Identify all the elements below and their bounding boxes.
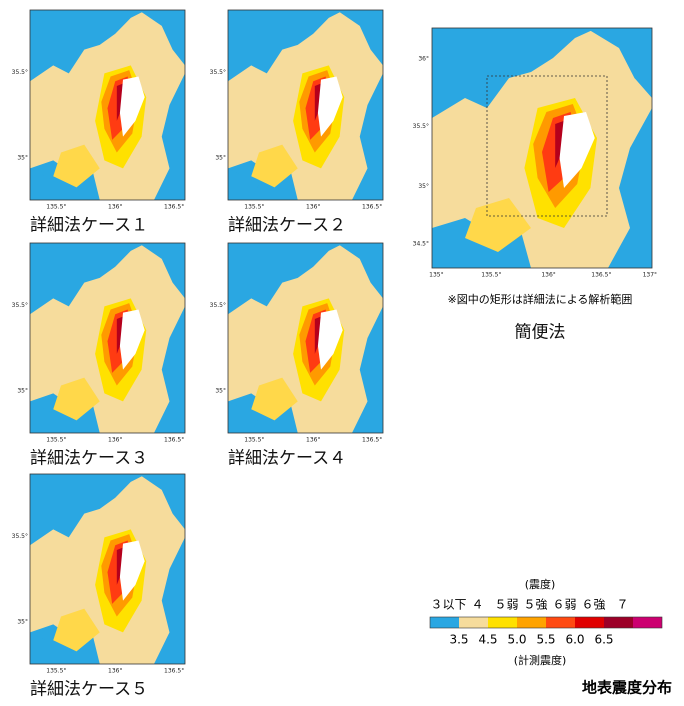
map-panel: 35.5° 35° 135.5° 136° 136.5° 詳細法ケース４ <box>210 242 384 469</box>
x-tick-label: 136° <box>108 668 122 675</box>
panel-label: 詳細法ケース３ <box>30 449 148 469</box>
map-panel: 35.5° 35° 135.5° 136° 136.5° 詳細法ケース１ <box>12 9 186 236</box>
x-tick-label: 135.5° <box>481 272 501 279</box>
y-tick-label: 36° <box>418 56 429 63</box>
legend-swatch <box>604 617 633 628</box>
panel-label: 詳細法ケース５ <box>30 680 148 700</box>
intensity-class: ６弱 <box>552 598 576 612</box>
intensity-class: ６強 <box>581 598 605 612</box>
legend-title: 地表震度分布 <box>582 679 672 697</box>
y-tick-label: 35° <box>17 619 28 626</box>
overview: ※図中の矩形は詳細法による解析範囲 簡便法 36° 35.5° 35° 34.5° 13… <box>413 27 657 343</box>
y-tick-label: 35° <box>215 155 226 162</box>
legend-unit-bottom: (計測震度) <box>514 653 567 667</box>
x-tick-label: 136° <box>306 204 320 211</box>
x-tick-label: 136.5° <box>362 204 382 211</box>
y-tick-label: 35.5° <box>12 69 28 76</box>
panel-label: 詳細法ケース４ <box>228 449 346 469</box>
x-tick-label: 135.5° <box>46 668 66 675</box>
x-tick-label: 136.5° <box>164 668 184 675</box>
x-tick-label: 136.5° <box>164 204 184 211</box>
x-tick-label: 136.5° <box>362 437 382 444</box>
y-tick-label: 35° <box>418 183 429 190</box>
intensity-class: ５強 <box>523 598 547 612</box>
panel-label: 詳細法ケース１ <box>30 216 148 236</box>
legend-swatch <box>459 617 488 628</box>
x-tick-label: 136° <box>306 437 320 444</box>
map-panel: 35.5° 35° 135.5° 136° 136.5° 詳細法ケース３ <box>12 242 186 469</box>
y-tick-label: 35.5° <box>12 533 28 540</box>
map-frame <box>227 242 384 434</box>
map <box>228 10 383 200</box>
map-frame <box>29 242 186 434</box>
analysis-area <box>486 75 608 217</box>
intensity-value: 5.5 <box>536 633 555 647</box>
legend-swatch <box>546 617 575 628</box>
legend: (震度) (計測震度) 地表震度分布 ３以下 ４ ５弱 ５強 ６弱 ６強 ７ 3.5 4.5 5.… <box>429 577 672 697</box>
y-tick-label: 35.5° <box>210 69 226 76</box>
y-tick-label: 35° <box>215 388 226 395</box>
x-tick-label: 136.5° <box>164 437 184 444</box>
intensity-value: 3.5 <box>449 633 468 647</box>
x-tick-label: 135° <box>429 272 443 279</box>
map <box>30 10 185 200</box>
x-tick-label: 136° <box>108 437 122 444</box>
legend-swatch <box>430 617 459 628</box>
intensity-value: 5.0 <box>507 633 526 647</box>
map-panel: 35.5° 35° 135.5° 136° 136.5° 詳細法ケース２ <box>210 9 384 236</box>
x-tick-label: 136.5° <box>591 272 611 279</box>
intensity-class: ４ <box>471 598 483 612</box>
map <box>228 243 383 433</box>
map-panel: 35.5° 35° 135.5° 136° 136.5° 詳細法ケース５ <box>12 473 186 700</box>
x-tick-label: 135.5° <box>46 437 66 444</box>
overview-label: 簡便法 <box>515 323 566 343</box>
intensity-class: ７ <box>616 598 628 612</box>
overview-frame <box>431 27 653 269</box>
legend-frame <box>429 616 663 629</box>
x-tick-label: 136° <box>108 204 122 211</box>
x-tick-label: 135.5° <box>244 437 264 444</box>
map-frame <box>227 9 384 201</box>
x-tick-label: 137° <box>643 272 657 279</box>
map-frame <box>29 473 186 665</box>
x-tick-label: 135.5° <box>244 204 264 211</box>
x-tick-label: 135.5° <box>46 204 66 211</box>
y-tick-label: 34.5° <box>413 241 429 248</box>
legend-swatch <box>488 617 517 628</box>
intensity-value: 6.0 <box>565 633 584 647</box>
map <box>30 243 185 433</box>
y-tick-label: 35.5° <box>413 123 429 130</box>
intensity-value: 6.5 <box>594 633 613 647</box>
legend-unit-top: (震度) <box>525 577 556 591</box>
panel-label: 詳細法ケース２ <box>228 216 346 236</box>
intensity-class: ３以下 <box>430 598 466 612</box>
panels: 35.5° 35° 135.5° 136° 136.5° 詳細法ケース１ 35.5° 35° 1… <box>12 9 384 700</box>
map <box>30 474 185 664</box>
intensity-value: 4.5 <box>478 633 497 647</box>
overview-note: ※図中の矩形は詳細法による解析範囲 <box>448 292 633 306</box>
x-tick-label: 136° <box>541 272 555 279</box>
legend-swatch <box>517 617 546 628</box>
map-frame <box>29 9 186 201</box>
y-tick-label: 35.5° <box>12 302 28 309</box>
legend-swatch <box>633 617 662 628</box>
y-tick-label: 35° <box>17 155 28 162</box>
intensity-class: ５弱 <box>494 598 518 612</box>
overview-map <box>432 28 652 268</box>
y-tick-label: 35.5° <box>210 302 226 309</box>
y-tick-label: 35° <box>17 388 28 395</box>
legend-swatch <box>575 617 604 628</box>
